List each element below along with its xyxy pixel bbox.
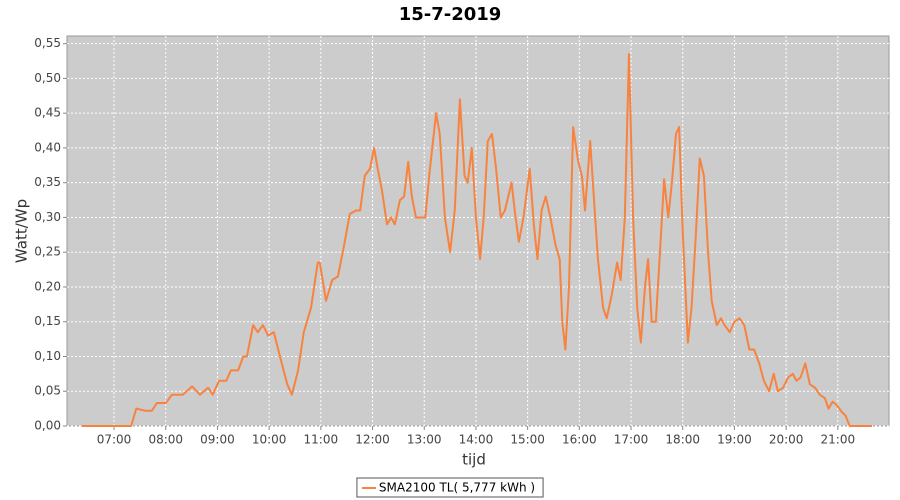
y-tick-label: 0,35 [34, 175, 61, 189]
y-tick-label: 0,00 [34, 419, 61, 433]
y-tick-label: 0,15 [34, 314, 61, 328]
y-axis-label: Watt/Wp [13, 199, 31, 263]
x-tick-label: 11:00 [304, 433, 339, 447]
x-axis-label: tijd [462, 451, 486, 469]
y-tick-label: 0,30 [34, 210, 61, 224]
y-tick-label: 0,25 [34, 245, 61, 259]
y-tick-label: 0,50 [34, 71, 61, 85]
x-tick-label: 15:00 [510, 433, 545, 447]
x-tick-label: 20:00 [769, 433, 804, 447]
x-tick-label: 19:00 [717, 433, 752, 447]
y-tick-label: 0,20 [34, 279, 61, 293]
series-line [81, 53, 872, 427]
legend-label: SMA2100 TL( 5,777 kWh ) [379, 481, 535, 495]
x-tick-label: 13:00 [407, 433, 442, 447]
grid: 0,00 0,05 0,10 0,15 0,20 0,25 0,30 0,35 0,40 0,45… [34, 36, 889, 447]
y-tick-label: 0,55 [34, 36, 61, 50]
legend-box [356, 477, 544, 498]
x-tick-label: 07:00 [97, 433, 132, 447]
x-tick-label: 09:00 [200, 433, 235, 447]
y-tick-label: 0,45 [34, 106, 61, 120]
x-tick-label: 14:00 [459, 433, 494, 447]
legend: SMA2100 TL( 5,777 kWh ) [356, 477, 544, 498]
x-tick-label: 16:00 [562, 433, 597, 447]
x-tick-label: 12:00 [355, 433, 390, 447]
x-tick-label: 10:00 [252, 433, 287, 447]
marks [81, 53, 872, 427]
y-tick-label: 0,05 [34, 384, 61, 398]
chart-title: 15-7-2019 [399, 4, 502, 25]
x-tick-label: 08:00 [148, 433, 183, 447]
y-tick-label: 0,40 [34, 140, 61, 154]
x-tick-label: 21:00 [821, 433, 856, 447]
x-tick-label: 18:00 [665, 433, 700, 447]
y-tick-label: 0,10 [34, 349, 61, 363]
x-tick-label: 17:00 [614, 433, 649, 447]
